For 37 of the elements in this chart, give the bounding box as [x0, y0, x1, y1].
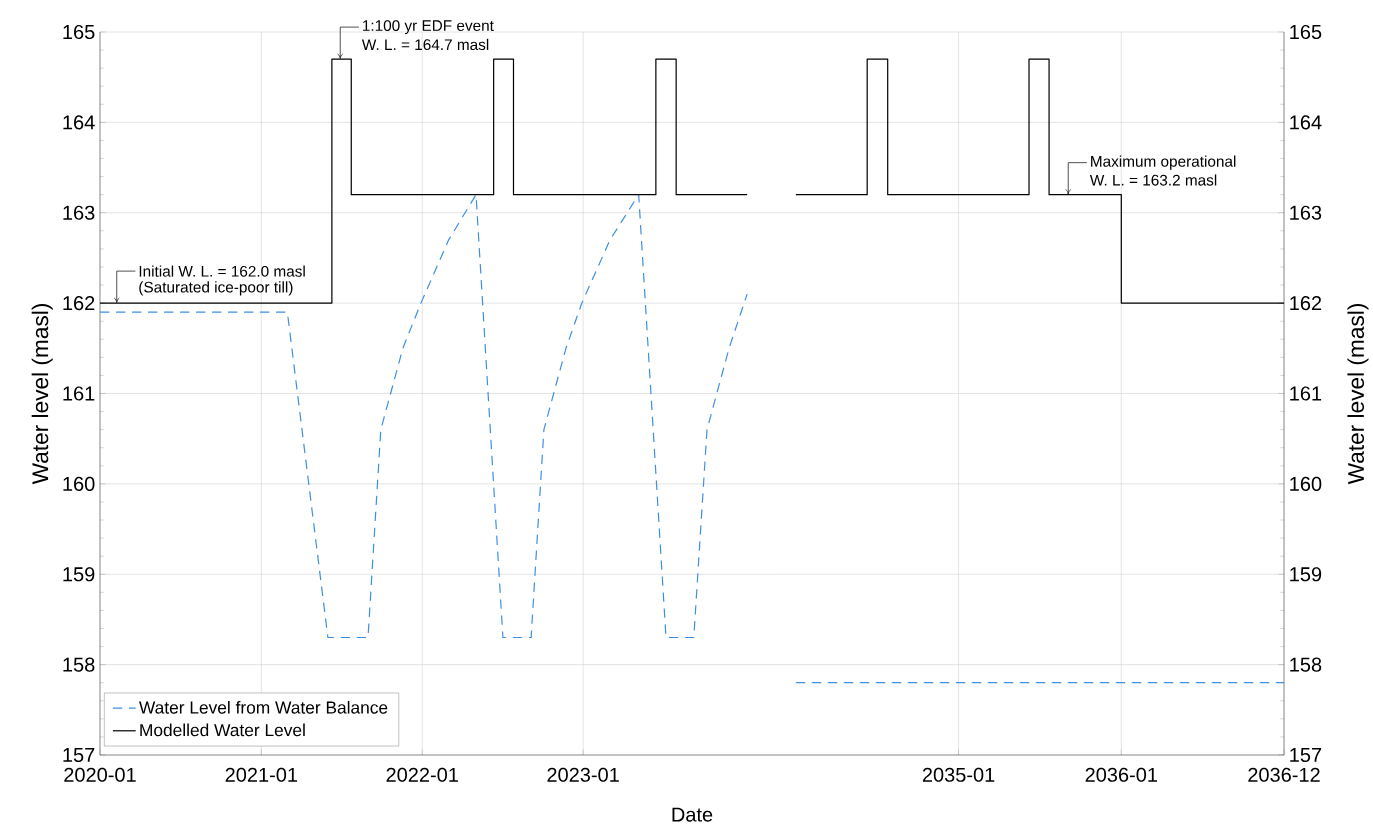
x-tick-label: 2021-01 [225, 767, 298, 782]
x-tick-label: 2023-01 [547, 767, 619, 782]
annotation: W. L. = 163.2 masl [1089, 174, 1217, 186]
y-tick-label: 160 [1290, 476, 1322, 491]
y-tick-label: 160 [63, 476, 95, 491]
annotation: Maximum operational [1091, 155, 1236, 170]
y-tick-label: 157 [63, 748, 95, 762]
legend-label: Modelled Water Level [140, 723, 305, 737]
y-tick-label: 158 [1290, 657, 1322, 672]
x-tick-label: 2036-01 [1085, 767, 1157, 782]
legend-label: Water Level from Water Balance [139, 700, 388, 714]
y-tick-label: 164 [63, 115, 95, 130]
y-tick-label: 162 [1290, 296, 1322, 311]
annotation: 1:100 yr EDF event [363, 20, 494, 35]
y-tick-label: 162 [63, 296, 95, 311]
x-tick-label: 2035-01 [922, 767, 995, 782]
annotation: (Saturated ice-poor till) [139, 281, 293, 296]
line-series [99, 194, 748, 639]
y-tick-label: 159 [1290, 567, 1322, 582]
y-tick-label: 161 [63, 386, 95, 401]
x-tick-label: 2022-01 [386, 767, 458, 782]
y-tick-label: 157 [1290, 748, 1322, 762]
x-tick-label: 2020-01 [64, 767, 136, 782]
annotation: W. L. = 164.7 masl [361, 38, 489, 51]
y-tick-label: 159 [63, 567, 95, 582]
x-axis-title: Date [672, 807, 713, 822]
x-tick-label: 2036-12 [1248, 767, 1320, 782]
y-tick-label: 161 [1290, 386, 1322, 401]
y-axis-title: Water level (masl) [1347, 304, 1369, 485]
y-tick-label: 165 [63, 24, 95, 40]
y-tick-label: 163 [1290, 205, 1322, 220]
y-tick-label: 165 [1290, 24, 1322, 40]
y-tick-label: 163 [63, 205, 95, 220]
y-axis-title: Water level (masl) [31, 304, 53, 485]
y-tick-label: 164 [1290, 115, 1322, 130]
annotation: Initial W. L. = 162.0 masl [139, 265, 305, 277]
y-tick-label: 158 [63, 657, 95, 672]
